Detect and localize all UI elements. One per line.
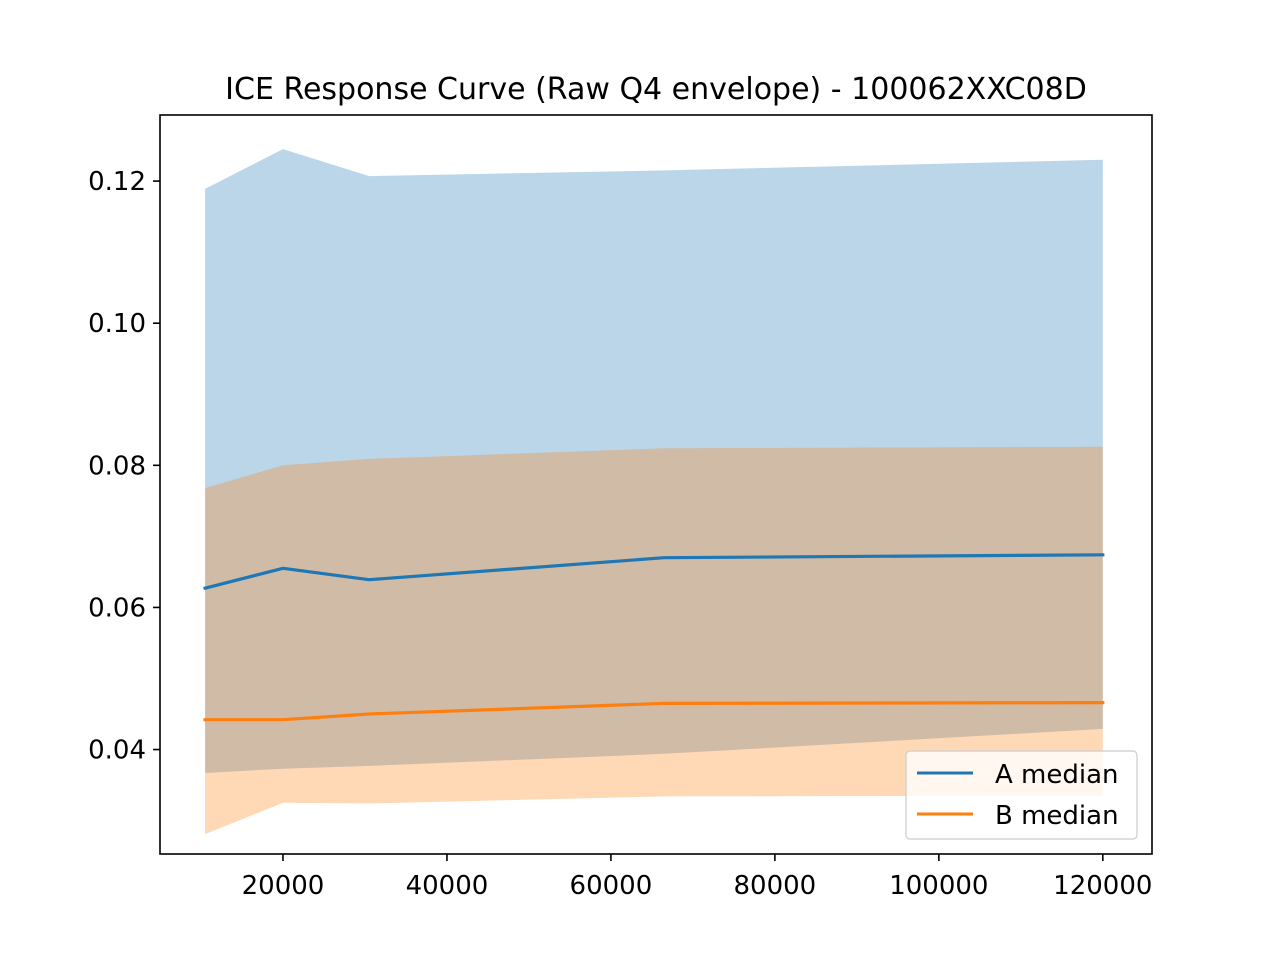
y-tick-label: 0.04 <box>88 736 146 766</box>
legend-label-b-median: B median <box>995 801 1119 831</box>
a-median-line <box>203 553 1105 591</box>
y-tick-label: 0.12 <box>88 167 146 197</box>
y-tick-label: 0.08 <box>88 451 146 481</box>
x-tick-label: 80000 <box>734 871 817 901</box>
chart-title: ICE Response Curve (Raw Q4 envelope) - 1… <box>225 72 1087 107</box>
x-tick-label: 20000 <box>242 871 325 901</box>
y-axis: 0.04 0.06 0.08 0.10 0.12 <box>88 167 160 766</box>
median-lines <box>203 553 1105 722</box>
x-tick-label: 100000 <box>889 871 988 901</box>
a-median-band <box>205 149 1103 774</box>
legend: A median B median <box>905 750 1138 840</box>
b-median-line <box>203 700 1105 722</box>
y-tick-label: 0.06 <box>88 593 146 623</box>
x-tick-label: 60000 <box>570 871 653 901</box>
legend-label-a-median: A median <box>995 760 1119 790</box>
axes-frame <box>159 114 1153 855</box>
y-tick-label: 0.10 <box>88 309 146 339</box>
x-axis: 20000 40000 60000 80000 100000 120000 <box>242 854 1152 901</box>
b-median-band <box>205 446 1103 835</box>
confidence-bands <box>205 149 1103 835</box>
x-tick-label: 40000 <box>406 871 489 901</box>
x-tick-label: 120000 <box>1053 871 1152 901</box>
